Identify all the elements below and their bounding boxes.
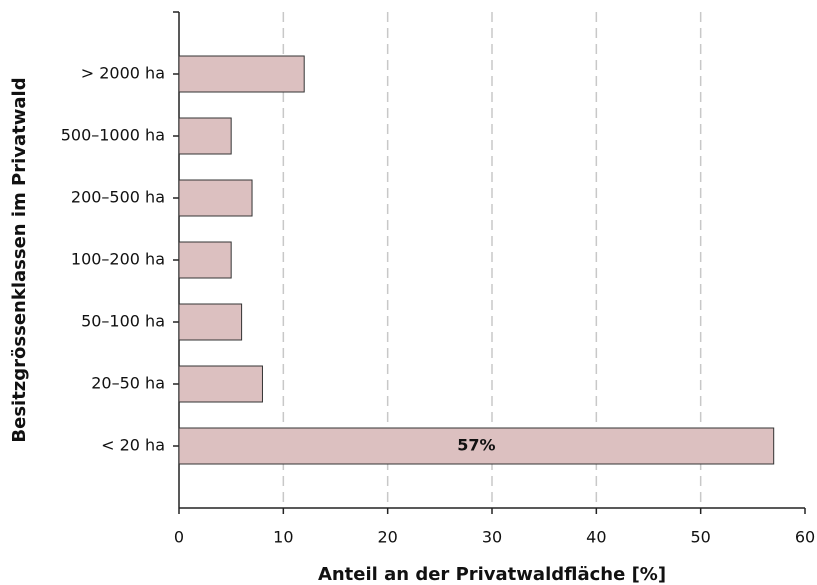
x-tick-label: 60 (795, 528, 815, 547)
x-tick-label: 20 (377, 528, 397, 547)
value-label: 57% (457, 436, 495, 455)
x-tick-label: 10 (273, 528, 293, 547)
y-tick-label: 20–50 ha (91, 374, 165, 393)
y-tick-label: < 20 ha (101, 436, 165, 455)
bar (178, 365, 263, 403)
x-axis-title: Anteil an der Privatwaldfläche [%] (318, 564, 666, 585)
bar (178, 55, 305, 93)
x-tick-label: 0 (174, 528, 184, 547)
y-tick-label: > 2000 ha (81, 64, 165, 83)
x-tick-label: 40 (586, 528, 606, 547)
bar (178, 241, 232, 279)
bar (178, 179, 253, 217)
y-tick-label: 500–1000 ha (61, 126, 165, 145)
x-tick-label: 30 (482, 528, 502, 547)
y-tick-label: 200–500 ha (71, 188, 165, 207)
bar (178, 117, 232, 155)
bar (178, 427, 775, 465)
y-axis-title: Besitzgrössenklassen im Privatwald (9, 77, 30, 442)
bar (178, 303, 243, 341)
y-tick-label: 100–200 ha (71, 250, 165, 269)
x-tick-label: 50 (690, 528, 710, 547)
y-tick-label: 50–100 ha (81, 312, 165, 331)
